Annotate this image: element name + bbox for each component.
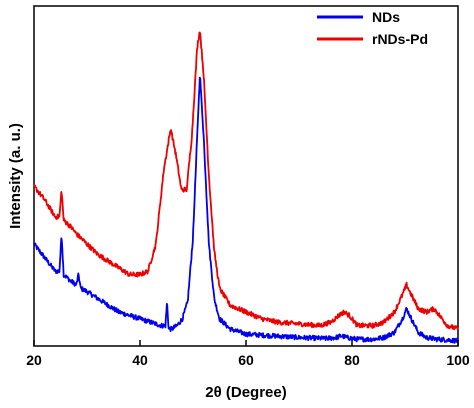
x-tick-label: 40 (132, 352, 148, 368)
x-axis-ticks: 20 40 60 80 100 (26, 340, 470, 368)
x-tick-label: 60 (238, 352, 254, 368)
legend: NDs rNDs-Pd (317, 9, 428, 47)
y-axis-label: Intensity (a. u.) (7, 123, 24, 229)
plot-frame (33, 5, 459, 347)
x-axis-label: 2θ (Degree) (205, 384, 286, 401)
x-tick-label: 100 (446, 352, 470, 368)
x-tick-label: 80 (344, 352, 360, 368)
series-line-rnds-pd (33, 31, 459, 331)
x-tick-label: 20 (26, 352, 42, 368)
legend-label: NDs (372, 9, 400, 25)
legend-label: rNDs-Pd (372, 31, 428, 47)
series-line-nds (33, 76, 459, 344)
plot-area (33, 5, 459, 347)
series-layer (33, 31, 459, 344)
